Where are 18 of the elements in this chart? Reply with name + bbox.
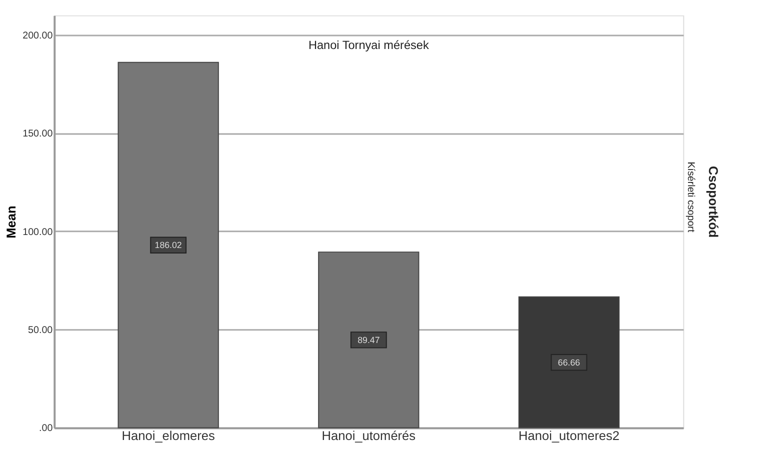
x-tick-label: Hanoi_elomeres	[122, 428, 215, 444]
x-tick-label: Hanoi_utomeres2	[518, 428, 620, 444]
bar	[118, 62, 219, 428]
data-label: 186.02	[154, 240, 182, 250]
y-tick-label: .00	[38, 423, 54, 434]
data-label: 89.47	[358, 334, 380, 345]
y-tick-label: 150.00	[22, 128, 54, 140]
y-tick-label: 200.00	[22, 30, 54, 42]
y-tick-label: 50.00	[28, 325, 54, 336]
y-axis-title: Mean	[4, 206, 19, 238]
bar	[518, 296, 620, 428]
text: Csoportkód	[706, 166, 721, 238]
text: Hanoi Tornyai mérések	[308, 38, 429, 52]
y-tick-label: 100.00	[22, 226, 54, 238]
data-label: 66.66	[558, 357, 580, 368]
text: Kísérleti csoport	[685, 162, 696, 232]
x-tick-label: Hanoi_utomérés	[322, 428, 416, 444]
bar	[318, 252, 420, 428]
